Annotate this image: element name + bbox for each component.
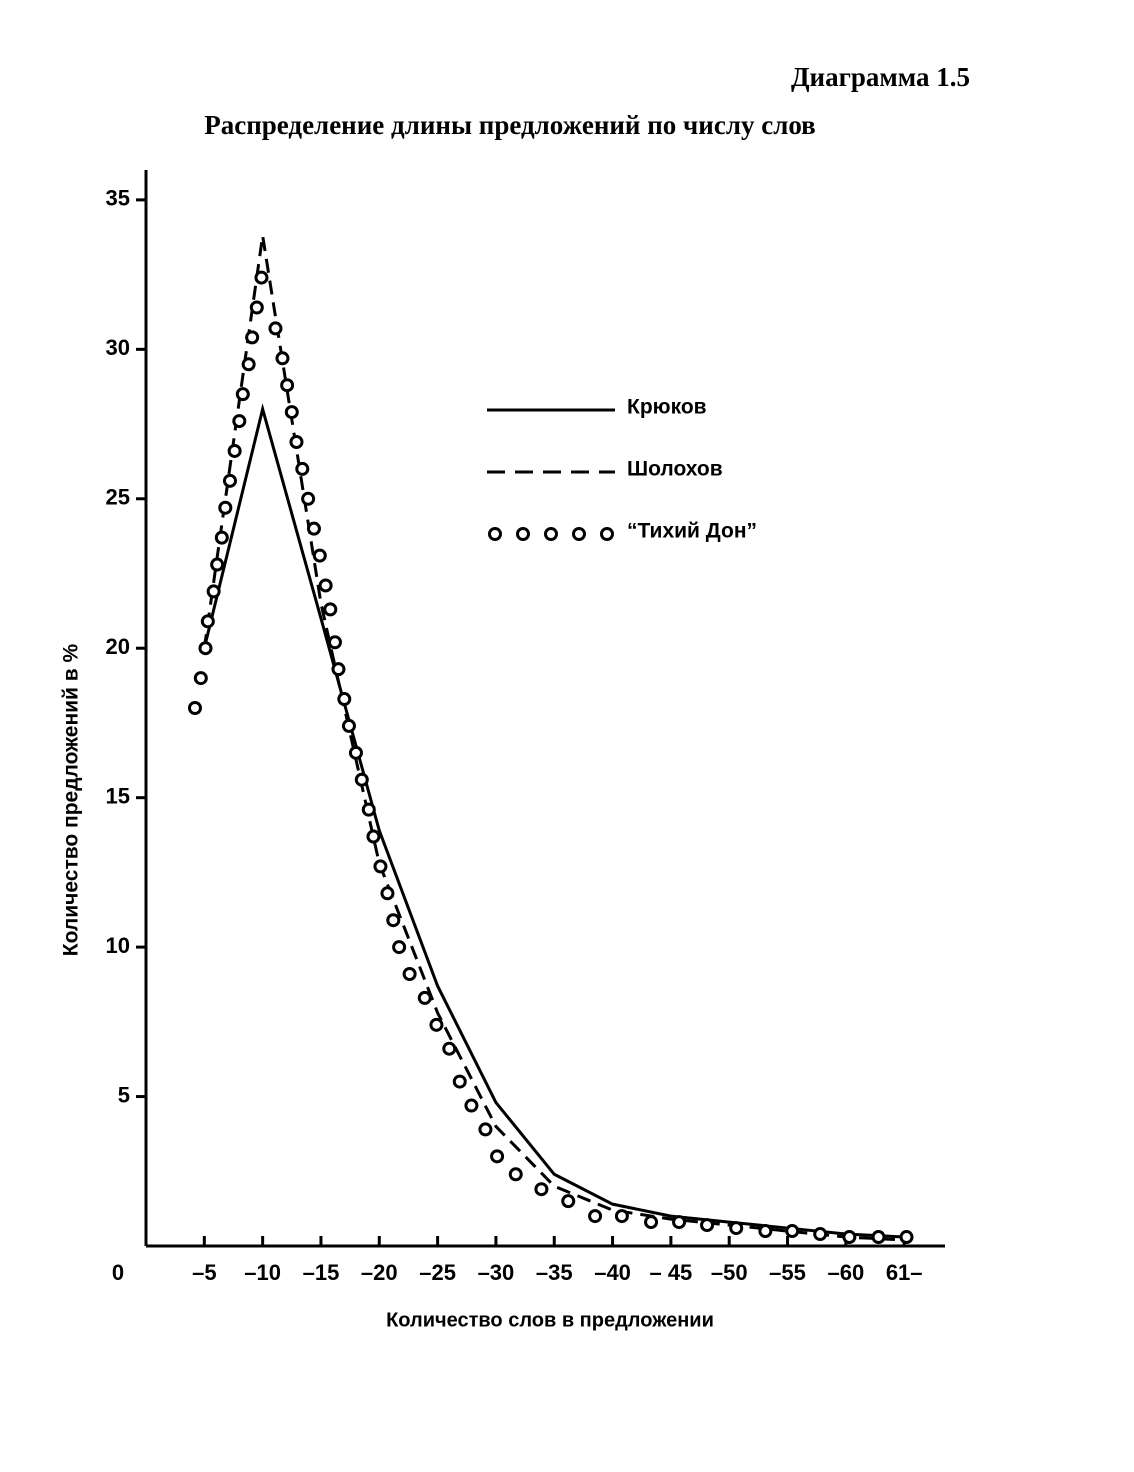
marker [284,405,299,420]
marker [534,1182,549,1197]
marker [187,701,202,715]
marker [614,1209,629,1224]
marker [700,1218,715,1233]
y-tick-label: 10 [106,933,130,958]
marker [402,967,417,982]
marker [354,772,369,787]
legend-marker [516,527,530,541]
y-tick-label: 5 [118,1082,130,1107]
marker [245,330,260,345]
marker [478,1122,493,1137]
x-tick-label: –15 [303,1260,340,1285]
marker [561,1194,576,1209]
marker [758,1224,773,1239]
marker [842,1230,857,1245]
marker [672,1215,687,1230]
legend-marker [488,527,502,541]
x-tick-label: –20 [361,1260,398,1285]
marker [392,940,407,955]
marker [588,1209,603,1224]
x-tick-label: –5 [192,1260,216,1285]
marker [331,662,346,677]
legend-label: Крюков [627,396,707,419]
legend-marker [544,527,558,541]
chart-title: Распределение длины предложений по числу… [204,110,816,140]
marker [508,1167,523,1182]
legend-marker [600,527,614,541]
marker [871,1230,886,1245]
marker [813,1227,828,1242]
marker [254,270,269,285]
x-tick-label: –55 [769,1260,806,1285]
marker [241,357,256,372]
marker [361,802,376,817]
x-tick-label: –25 [419,1260,456,1285]
marker [366,829,381,844]
x-tick-label: –35 [536,1260,573,1285]
y-tick-label: 30 [106,335,130,360]
x-tick-label: –30 [478,1260,515,1285]
y-tick-label: 15 [106,783,130,808]
y-tick-label: 0 [112,1260,124,1285]
marker [644,1215,659,1230]
x-axis-label: Количество слов в предложении [386,1309,714,1331]
marker [348,745,363,760]
marker [341,718,356,733]
marker [200,614,215,629]
legend-label: “Тихий Дон” [627,520,757,543]
marker [318,578,333,593]
marker [306,521,321,536]
marker [210,557,225,572]
marker [380,886,395,901]
x-tick-label: –60 [827,1260,864,1285]
x-tick-label: –50 [711,1260,748,1285]
marker [785,1224,800,1239]
marker [417,990,432,1005]
series-line [202,235,905,1242]
marker [268,321,283,336]
marker [280,378,295,393]
marker [232,414,247,429]
legend-marker [572,527,586,541]
marker [327,635,342,650]
marker [323,602,338,617]
marker [301,491,316,506]
marker [218,500,233,515]
marker [206,584,221,599]
marker [289,434,304,449]
marker [222,473,237,488]
marker [235,387,250,402]
x-tick-label: – 45 [649,1260,692,1285]
y-tick-label: 35 [106,186,130,211]
marker [386,913,401,928]
x-tick-label: 61– [886,1260,923,1285]
x-tick-label: –40 [594,1260,631,1285]
marker [442,1041,457,1056]
x-tick-label: –10 [244,1260,281,1285]
marker [275,351,290,366]
marker [249,300,264,315]
marker [899,1230,914,1245]
marker [198,641,213,656]
marker [227,443,242,458]
y-axis-label: Количество предложений в % [60,643,83,956]
marker [337,692,352,707]
marker [490,1149,505,1164]
marker [729,1221,744,1236]
marker [295,461,310,476]
y-tick-label: 20 [106,634,130,659]
marker [193,671,208,686]
marker [464,1098,479,1113]
marker [429,1017,444,1032]
marker [452,1074,467,1089]
y-tick-label: 25 [106,485,130,510]
legend-label: Шолохов [627,458,723,481]
marker [373,859,388,874]
chart-label: Диаграмма 1.5 [791,62,970,92]
marker [312,548,327,563]
marker [214,530,229,545]
